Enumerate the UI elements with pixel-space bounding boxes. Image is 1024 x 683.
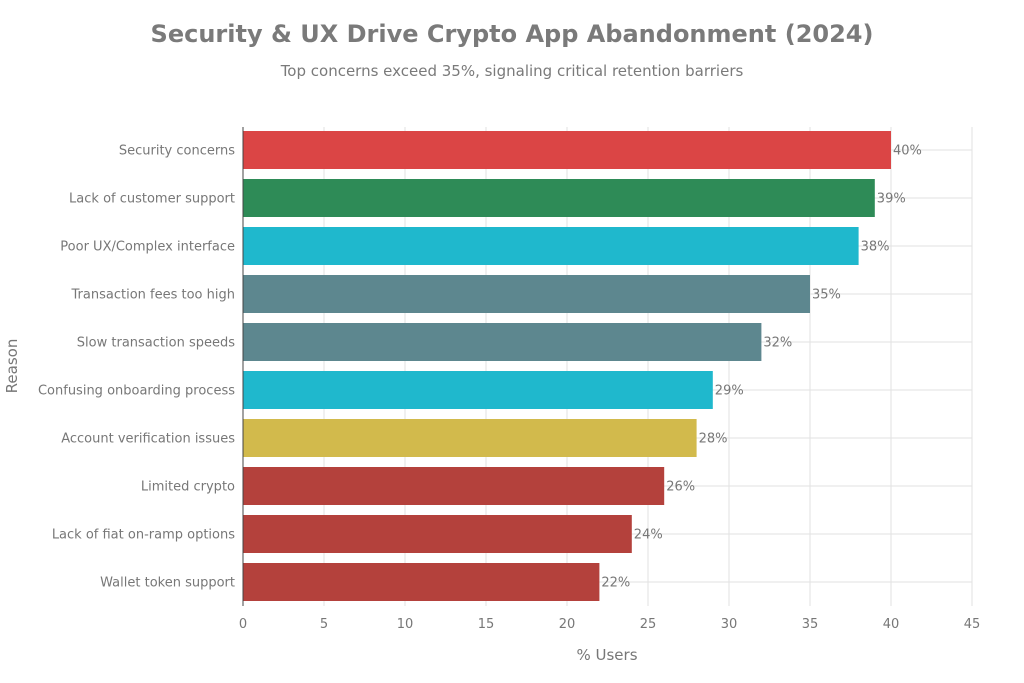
bar xyxy=(243,275,810,313)
bar xyxy=(243,371,713,409)
chart-subtitle: Top concerns exceed 35%, signaling criti… xyxy=(280,62,744,80)
bar xyxy=(243,563,600,601)
data-label: 24% xyxy=(634,528,663,543)
y-axis-title: Reason xyxy=(3,339,21,394)
x-tick-label: 45 xyxy=(964,617,981,632)
data-label: 40% xyxy=(893,144,922,159)
data-label: 29% xyxy=(715,384,744,399)
x-tick-label: 5 xyxy=(320,617,328,632)
data-label: 32% xyxy=(763,336,792,351)
y-tick-label: Slow transaction speeds xyxy=(77,336,235,351)
x-tick-label: 0 xyxy=(239,617,247,632)
x-axis-title: % Users xyxy=(576,646,637,664)
data-label: 28% xyxy=(699,432,728,447)
y-tick-label: Wallet token support xyxy=(100,576,235,591)
y-tick-label: Poor UX/Complex interface xyxy=(60,240,235,255)
data-label: 26% xyxy=(666,480,695,495)
y-tick-label: Account verification issues xyxy=(61,432,235,447)
x-tick-label: 25 xyxy=(640,617,657,632)
y-tick-label: Lack of customer support xyxy=(69,192,235,207)
bar xyxy=(243,131,891,169)
bar xyxy=(243,467,665,505)
data-label: 38% xyxy=(861,240,890,255)
x-tick-label: 10 xyxy=(397,617,414,632)
bar xyxy=(243,323,762,361)
y-tick-label: Security concerns xyxy=(119,144,235,159)
x-tick-label: 15 xyxy=(478,617,495,632)
data-label: 35% xyxy=(812,288,841,303)
data-label: 22% xyxy=(601,576,630,591)
x-tick-label: 35 xyxy=(802,617,819,632)
chart-title: Security & UX Drive Crypto App Abandonme… xyxy=(150,20,874,48)
bar xyxy=(243,179,875,217)
data-label: 39% xyxy=(877,192,906,207)
bar xyxy=(243,515,632,553)
bar xyxy=(243,419,697,457)
y-tick-label: Limited crypto xyxy=(141,480,235,495)
x-tick-label: 40 xyxy=(883,617,900,632)
bar xyxy=(243,227,859,265)
x-tick-label: 30 xyxy=(721,617,738,632)
x-tick-label: 20 xyxy=(559,617,576,632)
y-tick-label: Transaction fees too high xyxy=(71,288,235,303)
y-tick-label: Confusing onboarding process xyxy=(38,384,235,399)
y-tick-label: Lack of fiat on-ramp options xyxy=(52,528,235,543)
